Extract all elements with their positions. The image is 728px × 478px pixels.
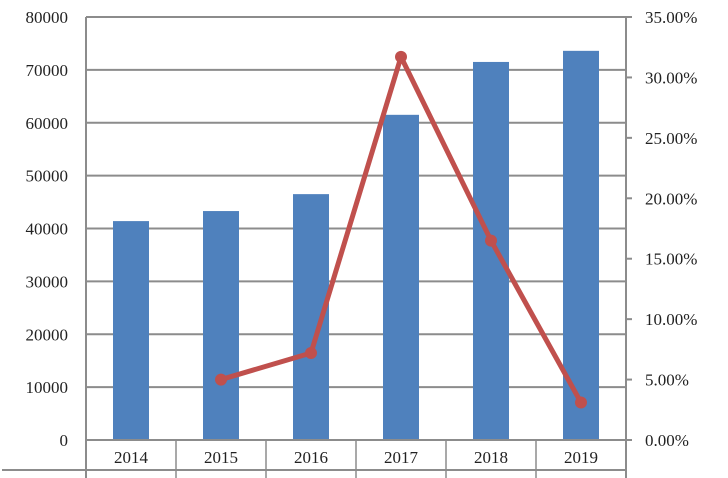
bar-2015 [203,211,239,440]
bar-2019 [563,50,599,441]
category-label: 2019 [564,448,598,467]
data-point-marker [485,234,497,247]
data-point-marker [575,396,587,409]
bar-2014 [113,221,149,440]
right-axis-tick-label: 20.00% [645,189,697,208]
data-point-marker [305,346,317,359]
line-series [215,50,587,409]
left-axis-tick-label: 60000 [26,114,69,133]
category-label: 2016 [294,448,328,467]
bar-2017 [383,114,419,440]
right-axis-tick-label: 10.00% [645,310,697,329]
data-point-marker [215,373,227,386]
right-axis-tick-label: 15.00% [645,250,697,269]
right-axis-tick-label: 25.00% [645,129,697,148]
category-label: 2017 [384,448,419,467]
left-axis-tick-label: 0 [60,431,69,450]
data-point-marker [395,50,407,63]
category-label: 2014 [114,448,149,467]
gridlines [86,16,626,389]
left-axis-tick-label: 70000 [26,61,69,80]
plot-frame [2,16,632,478]
left-axis-tick-label: 10000 [26,378,69,397]
bar-2018 [473,61,509,440]
category-label: 2018 [474,448,508,467]
left-axis-tick-label: 50000 [26,167,69,186]
left-axis-tick-label: 80000 [26,8,69,27]
left-axis-ticks: 0 10000 20000 30000 40000 50000 60000 70000 8000… [26,8,69,450]
right-axis-tick-label: 5.00% [645,371,689,390]
category-label: 2015 [204,448,238,467]
left-axis-tick-label: 30000 [26,272,69,291]
left-axis-tick-label: 20000 [26,325,69,344]
category-axis-labels: 2014 2015 2016 2017 2018 2019 [114,448,598,467]
left-axis-tick-label: 40000 [26,220,69,239]
right-axis-tick-label: 30.00% [645,68,697,87]
bar-series [113,50,599,441]
right-axis-tick-label: 35.00% [645,8,697,27]
right-axis-ticks: 0.00% 5.00% 10.00% 15.00% 20.00% 25.00% 30.00%… [626,8,697,450]
right-axis-tick-label: 0.00% [645,431,689,450]
